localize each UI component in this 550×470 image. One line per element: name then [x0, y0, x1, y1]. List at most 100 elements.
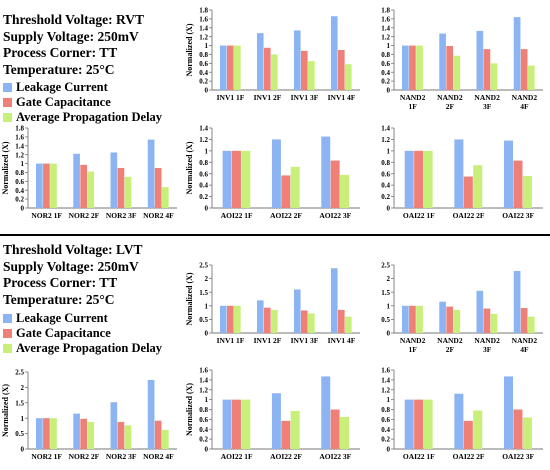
- bar: [110, 152, 118, 208]
- bar: [402, 45, 409, 90]
- bar: [161, 187, 169, 208]
- bar: [463, 420, 473, 449]
- y-tick-label: 1.8: [381, 7, 390, 15]
- rvt-supply-voltage: Supply Voltage: 250mV: [3, 28, 139, 44]
- bar: [308, 61, 315, 90]
- legend-swatch-leakage: [3, 83, 12, 92]
- x-tick-label: OAI22 2F: [453, 452, 485, 461]
- lvt-supply-voltage: Supply Voltage: 250mV: [3, 258, 139, 274]
- x-tick-label: INV1 3F: [291, 336, 319, 345]
- y-tick-label: 0.4: [15, 187, 24, 195]
- bar: [409, 45, 416, 90]
- bar: [222, 399, 232, 449]
- y-tick-label: 1.2: [199, 33, 208, 41]
- y-tick-label: 1: [21, 160, 25, 168]
- x-tick-label: AOI22 3F: [319, 452, 351, 461]
- x-tick-label: OAI22 1F: [403, 211, 435, 220]
- bar: [416, 305, 423, 333]
- x-tick-label: INV1 4F: [328, 93, 356, 102]
- y-tick-label: 0.4: [199, 182, 208, 190]
- y-tick-label: 1.6: [199, 367, 208, 375]
- bar: [263, 307, 271, 333]
- x-tick-label: INV1 3F: [291, 93, 319, 102]
- x-tick-label: INV1 2F: [254, 93, 282, 102]
- legend-label-leakage: Leakage Current: [16, 80, 108, 94]
- chart-rvt-nand2: 00.20.40.60.811.21.41.61.8NAND21FNAND22F…: [381, 7, 543, 111]
- bar: [321, 376, 331, 449]
- y-tick-label: 0: [205, 446, 209, 454]
- y-tick-label: 0.8: [381, 51, 390, 59]
- y-tick-label: 0.6: [381, 60, 390, 68]
- bar: [527, 65, 535, 90]
- x-tick-label: NOR2 4F: [143, 452, 174, 461]
- legend-label-gate-capacitance: Gate Capacitance: [16, 95, 111, 109]
- bar: [271, 139, 281, 208]
- bar: [454, 139, 464, 208]
- y-tick-label: 1.4: [199, 125, 208, 133]
- lvt-conditions: Threshold Voltage: LVT Supply Voltage: 2…: [3, 242, 143, 308]
- x-tick-label: AOI22 2F: [270, 452, 302, 461]
- y-tick-label: 1: [387, 396, 391, 404]
- bar: [454, 393, 464, 449]
- chart-rvt-inv1: 00.20.40.60.811.21.41.61.8 Normalized (X)…: [185, 7, 360, 102]
- x-tick-label: NAND2: [400, 93, 426, 102]
- chart-lvt-aoi22: 0 0.2 0.4 0.6 0.8 1 1.2 1.41.6 Normalized (X) AOI…: [185, 367, 360, 461]
- bar: [414, 399, 424, 449]
- y-tick-label: 0.5: [15, 430, 24, 438]
- y-tick-label: 0: [21, 205, 25, 213]
- y-tick-label: 0.2: [199, 193, 208, 201]
- x-tick-label: OAI22 2F: [453, 211, 485, 220]
- bar: [271, 309, 278, 333]
- bar: [263, 47, 271, 90]
- bar: [87, 171, 95, 208]
- y-tick-label: 1: [387, 42, 391, 50]
- y-tick-label: 1.8: [199, 7, 208, 15]
- y-tick-label: 1: [205, 396, 209, 404]
- bar: [80, 164, 88, 208]
- bar: [476, 290, 484, 333]
- bar: [36, 163, 43, 208]
- y-tick-label: 0.4: [199, 426, 208, 434]
- y-tick-label: 1.4: [199, 24, 208, 32]
- y-tick-label: 0.8: [199, 51, 208, 59]
- bar: [147, 139, 155, 208]
- bar: [340, 416, 349, 449]
- y-tick-label: 1: [387, 147, 391, 155]
- y-tick-label: 1.4: [199, 376, 208, 384]
- bar: [43, 163, 50, 208]
- y-tick-label: 2: [387, 275, 391, 283]
- bar: [453, 309, 461, 333]
- y-tick-label: 0.4: [199, 69, 208, 77]
- y-tick-label: 2: [21, 384, 25, 392]
- y-tick-label: 1.4: [381, 376, 390, 384]
- legend-swatch-gate-capacitance: [3, 329, 12, 338]
- y-tick-label: 1.6: [199, 15, 208, 23]
- bar: [281, 420, 291, 449]
- x-tick-label: OAI22 1F: [403, 452, 435, 461]
- bar: [117, 168, 125, 208]
- x-tick-label: 2F: [446, 345, 455, 354]
- bar: [50, 418, 57, 449]
- x-tick-label: NAND2: [437, 336, 463, 345]
- legend-item-leakage: Leakage Current: [3, 311, 162, 326]
- x-tick-label: 3F: [483, 102, 492, 111]
- y-tick-label: 1: [205, 302, 209, 310]
- y-tick-label: 1.5: [15, 399, 24, 407]
- y-tick-label: 0.5: [381, 316, 390, 324]
- bar: [513, 160, 523, 208]
- y-tick-label: 1.2: [381, 136, 390, 144]
- x-tick-label: NAND2: [400, 336, 426, 345]
- y-tick-label: 0.8: [15, 169, 24, 177]
- y-tick-label: 0: [205, 87, 209, 95]
- legend-swatch-leakage: [3, 314, 12, 323]
- bar: [423, 399, 433, 449]
- bar: [43, 418, 50, 449]
- bar: [490, 313, 498, 333]
- bar: [330, 16, 338, 90]
- x-tick-label: INV1 1F: [217, 336, 245, 345]
- y-tick-label: 0.2: [381, 193, 390, 201]
- bar: [234, 305, 241, 333]
- bar: [340, 174, 349, 208]
- y-tick-label: 1.6: [15, 133, 24, 141]
